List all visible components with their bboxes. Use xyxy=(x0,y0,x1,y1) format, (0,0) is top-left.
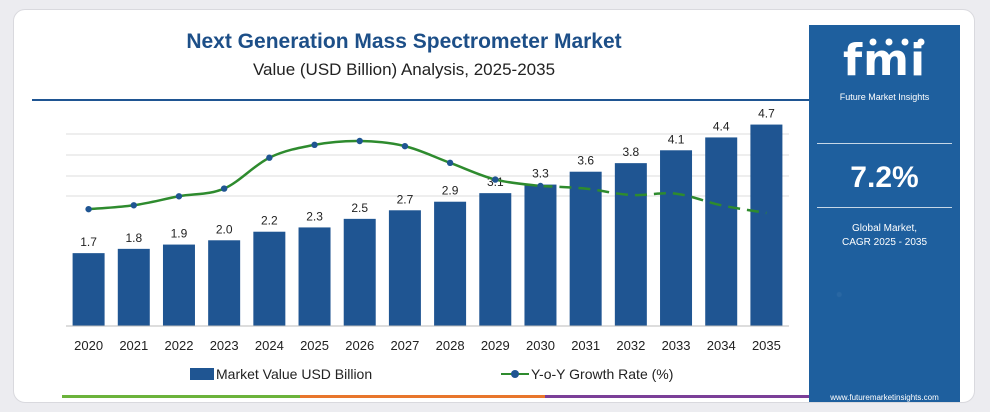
growth-point xyxy=(492,176,499,183)
website-link: www.futuremarketinsights.com xyxy=(830,393,939,402)
growth-line-actual xyxy=(88,139,541,211)
growth-point xyxy=(537,182,544,190)
bar-value-label: 1.9 xyxy=(171,227,188,241)
bar-2028 xyxy=(434,201,467,326)
cagr-label-line1: Global Market, xyxy=(851,223,918,234)
bar-2033 xyxy=(660,150,693,326)
cagr-label: Global Market, CAGR 2025 - 2035 xyxy=(809,222,960,250)
bar-value-label: 3.3 xyxy=(532,167,549,181)
x-tick-label: 2033 xyxy=(662,338,691,353)
bar-2021 xyxy=(117,248,150,326)
accent-strip-purple xyxy=(545,395,809,398)
x-tick-label: 2021 xyxy=(119,338,148,353)
chart-plot: 1.7 2020 1.8 2021 1.9 2022 2.0 2023 2.2 2024 2.3 20… xyxy=(66,107,789,353)
bar-2024 xyxy=(253,231,286,326)
brand-sidebar: fmi Future Market Insights 7.2% Global M… xyxy=(809,25,960,402)
growth-line-forecast xyxy=(540,184,767,215)
x-tick-label: 2026 xyxy=(345,338,374,353)
bar-2026 xyxy=(343,218,376,326)
bar-2029 xyxy=(479,193,512,326)
infographic-card: Next Generation Mass Spectrometer Market… xyxy=(13,9,975,403)
bar-value-label: 1.7 xyxy=(80,235,97,249)
legend-item-growth-rate: Y-o-Y Growth Rate (%) xyxy=(501,366,673,382)
bar-value-label: 3.8 xyxy=(623,145,640,159)
growth-point xyxy=(266,154,273,161)
growth-point xyxy=(311,141,318,149)
x-tick-label: 2028 xyxy=(436,338,465,353)
x-tick-label: 2020 xyxy=(74,338,103,353)
bar-value-label: 1.8 xyxy=(125,231,142,245)
bar-2022 xyxy=(162,244,195,326)
legend-item-market-value: Market Value USD Billion xyxy=(190,366,372,382)
bar-2027 xyxy=(388,210,421,326)
x-tick-label: 2030 xyxy=(526,338,555,353)
growth-point xyxy=(401,142,409,150)
bar-2030 xyxy=(524,184,557,326)
bar-2035 xyxy=(750,124,783,326)
bar-value-label: 2.7 xyxy=(397,192,414,206)
legend-line-swatch xyxy=(501,368,529,380)
bar-value-label: 2.2 xyxy=(261,214,278,228)
bar-value-label: 2.3 xyxy=(306,209,323,223)
x-tick-label: 2034 xyxy=(707,338,736,353)
legend-bar-swatch xyxy=(190,368,214,380)
bar-2034 xyxy=(705,137,738,326)
x-tick-label: 2027 xyxy=(390,338,419,353)
cagr-label-line2: CAGR 2025 - 2035 xyxy=(841,237,928,248)
growth-point xyxy=(85,205,92,213)
bar-2020 xyxy=(72,253,105,326)
legend-line-label: Y-o-Y Growth Rate (%) xyxy=(531,366,674,382)
growth-point xyxy=(356,137,363,145)
chart-title: Next Generation Mass Spectrometer Market xyxy=(186,30,622,53)
bar-value-label: 4.7 xyxy=(758,107,775,121)
bar-2023 xyxy=(208,240,241,326)
accent-strip-orange xyxy=(300,395,545,398)
bar-value-label: 2.5 xyxy=(351,201,368,215)
bar-value-label: 4.1 xyxy=(668,132,685,146)
bar-value-label: 2.0 xyxy=(216,222,233,236)
x-tick-label: 2025 xyxy=(300,338,329,353)
title-divider xyxy=(32,99,810,101)
bar-value-label: 2.9 xyxy=(442,184,459,198)
legend-bar-label: Market Value USD Billion xyxy=(216,366,373,382)
x-tick-label: 2022 xyxy=(165,338,194,353)
bar-2031 xyxy=(569,171,602,326)
bar-2025 xyxy=(298,227,331,326)
bar-2032 xyxy=(614,163,647,326)
logo-tagline: Future Market Insights xyxy=(839,92,930,102)
growth-point xyxy=(175,193,183,200)
sidebar-divider-top xyxy=(817,143,952,144)
x-tick-label: 2032 xyxy=(616,338,645,353)
logo-dots-icon xyxy=(869,38,925,46)
growth-point xyxy=(446,159,454,167)
x-tick-label: 2031 xyxy=(571,338,600,353)
growth-point xyxy=(130,202,137,209)
x-tick-label: 2035 xyxy=(752,338,781,353)
bar-value-label: 3.6 xyxy=(577,154,594,168)
accent-strip-green xyxy=(62,395,300,398)
x-tick-label: 2023 xyxy=(210,338,239,353)
chart-subtitle: Value (USD Billion) Analysis, 2025-2035 xyxy=(252,60,556,79)
sidebar-divider-bottom xyxy=(817,207,952,208)
cagr-value: 7.2% xyxy=(850,161,919,194)
x-tick-label: 2029 xyxy=(481,338,510,353)
growth-point xyxy=(220,185,228,192)
fmi-logo: fmi xyxy=(842,35,927,86)
bar-value-label: 4.4 xyxy=(713,119,730,133)
x-tick-label: 2024 xyxy=(255,338,284,353)
